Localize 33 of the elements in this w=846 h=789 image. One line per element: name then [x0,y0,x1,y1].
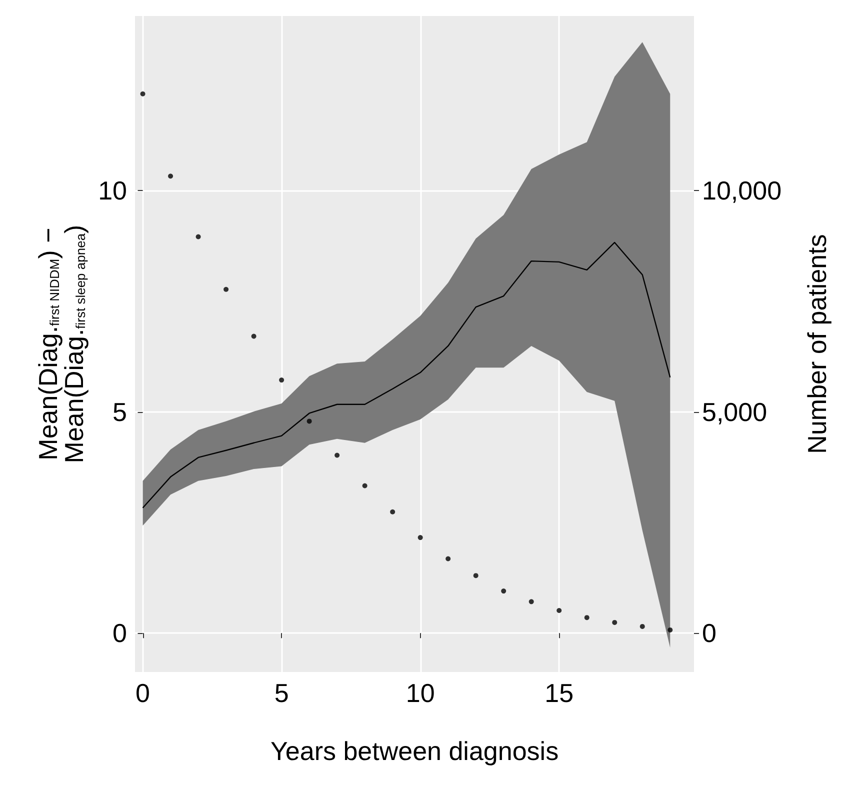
point [362,483,368,488]
x-tick-label: 0 [136,678,150,708]
y-tick-label: 0 [112,618,127,648]
y2-tick-label: 5,000 [702,396,768,427]
x-tick-label: 15 [544,678,574,708]
point [140,91,146,96]
y-tick-label: 5 [112,396,127,427]
point [168,174,174,179]
point [612,620,618,625]
point [251,334,256,339]
x-axis-title: Years between diagnosis [270,736,559,766]
y2-axis-title: Number of patients [802,234,832,454]
point [640,624,645,629]
y2-tick-label: 10,000 [702,176,782,206]
x-tick-label: 5 [274,678,289,708]
point [501,588,506,594]
y-tick-label: 10 [98,176,127,206]
point [279,378,284,383]
point [196,234,201,240]
point [306,418,312,424]
point [473,573,478,578]
point [334,452,340,458]
y2-tick-label: 0 [702,618,716,648]
point [584,615,590,620]
point [446,556,451,562]
x-tick-label: 10 [406,678,435,708]
line-series [142,242,671,508]
point [556,608,562,614]
point [668,627,673,632]
point [418,535,423,540]
point [528,599,534,604]
point [390,509,396,514]
point [224,286,229,292]
